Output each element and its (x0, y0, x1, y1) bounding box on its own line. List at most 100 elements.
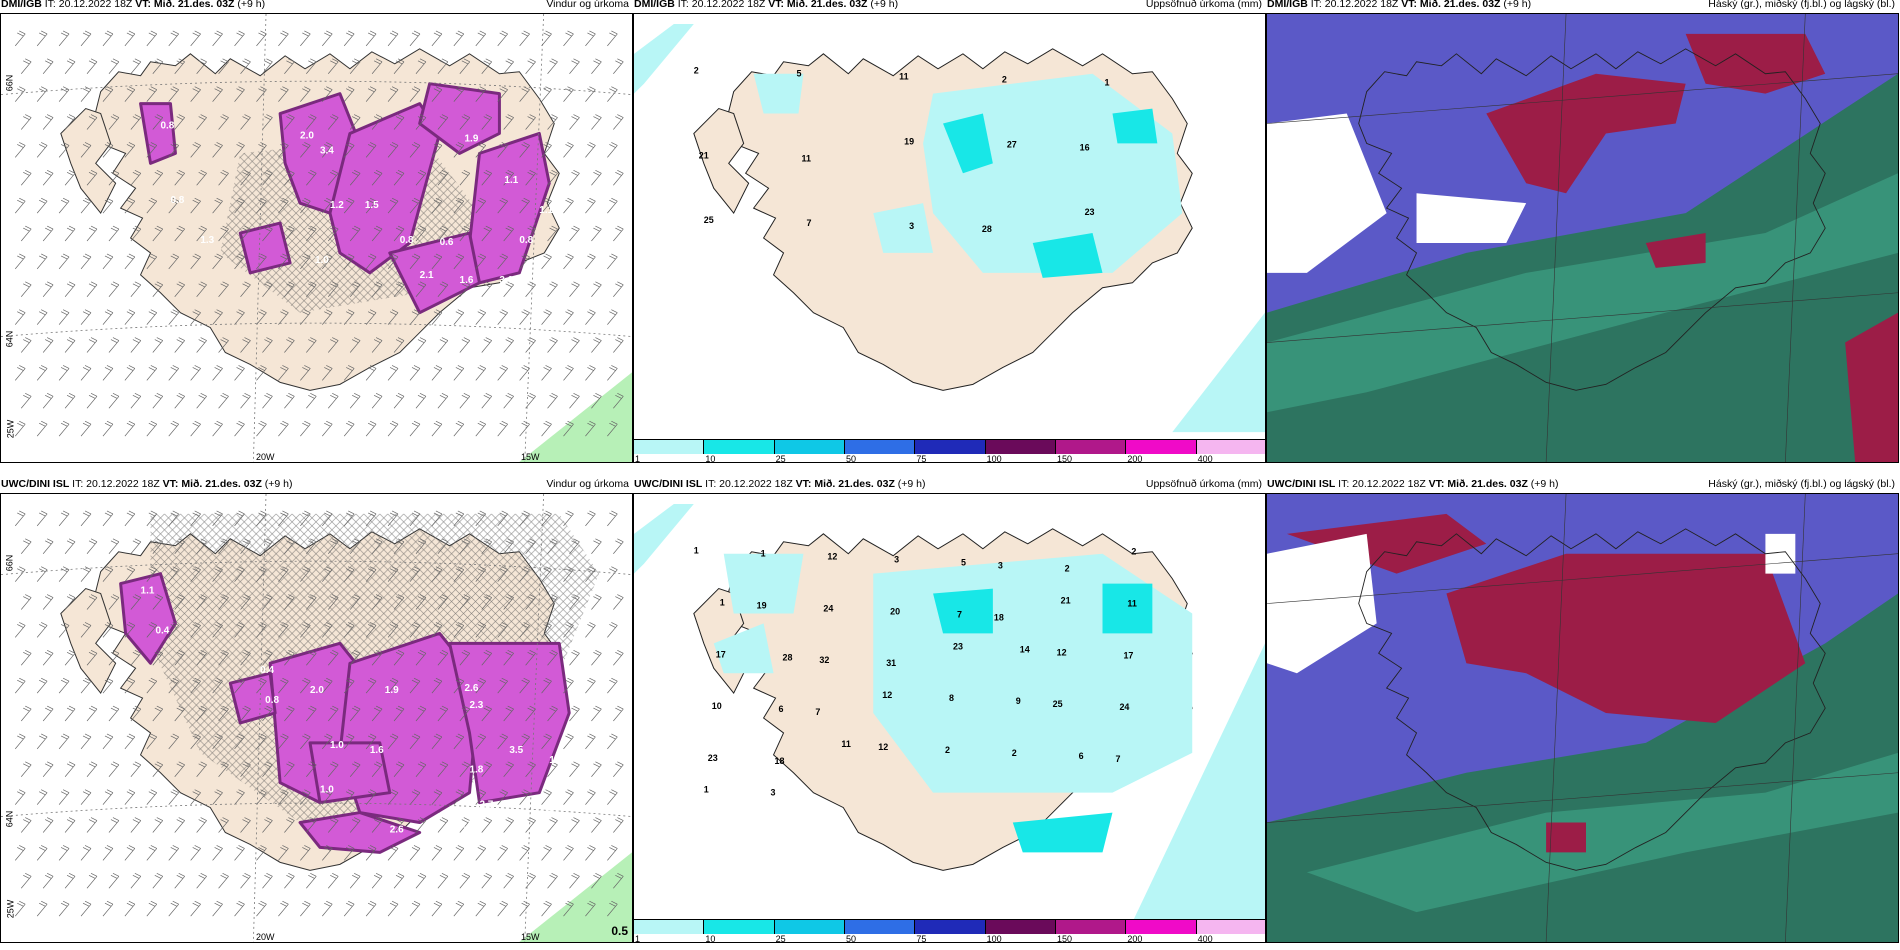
wind-barb (212, 566, 223, 582)
wind-barb (80, 845, 92, 861)
wind-barb (387, 789, 399, 805)
wind-barb (607, 142, 618, 158)
wind-barb (371, 281, 383, 297)
wind-barb (64, 392, 76, 409)
init-time: IT: 20.12.2022 18Z (702, 478, 796, 490)
wind-barb (547, 337, 558, 353)
wind-barb (58, 566, 70, 582)
wind-barb (240, 169, 251, 186)
precip-value-label: 3 (998, 561, 1003, 571)
wind-barb (20, 705, 32, 722)
precip-value-label: 19 (904, 136, 914, 146)
wind-barb (300, 420, 311, 437)
wind-barb (86, 817, 98, 833)
wind-barb (343, 789, 355, 805)
wind-barb (525, 392, 536, 409)
wind-barb (168, 197, 179, 214)
wind-barb (547, 538, 558, 554)
wind-barb (64, 872, 76, 889)
wind-barb (80, 900, 92, 917)
wind-barb (152, 649, 164, 666)
wind-barb (387, 142, 399, 158)
wind-barb (321, 845, 333, 861)
model-name: UWC/DINI ISL (634, 478, 703, 490)
wind-barb (86, 538, 98, 554)
scale-note: 0.5 (611, 924, 628, 938)
wind-barb (256, 622, 267, 638)
precip-value-label: 1.5 (460, 820, 474, 831)
axis-label: 20W (256, 932, 275, 942)
wind-barb (130, 58, 142, 74)
precip-value-label: 19 (757, 600, 767, 610)
wind-barb (327, 649, 339, 666)
graticule-line (1267, 73, 1898, 124)
wind-barb (212, 365, 223, 381)
precip-value-label: 11 (801, 153, 810, 163)
wind-barb (262, 705, 273, 722)
wind-barb (256, 566, 267, 582)
wind-barb (14, 309, 26, 325)
wind-barb (459, 649, 471, 666)
precip-value-label: 1.3 (200, 235, 214, 246)
precip-value-label: 11 (899, 72, 908, 82)
wind-barb (124, 789, 136, 805)
wind-barb (80, 733, 92, 750)
wind-barb (393, 392, 405, 409)
wind-barb (321, 733, 333, 750)
wind-barb (146, 677, 158, 694)
wind-barb (365, 253, 377, 270)
wind-barb (196, 281, 207, 297)
wind-barb (409, 900, 421, 917)
wind-barb (174, 392, 185, 409)
lead-time: (+9 h) (894, 478, 926, 490)
wind-barb (102, 677, 114, 694)
wind-barb (262, 225, 273, 242)
model-name: UWC/DINI ISL (1267, 478, 1336, 490)
wind-barb (409, 253, 421, 270)
wind-barb (349, 761, 361, 777)
precip-value-label: 1.9 (465, 133, 479, 144)
wind-barb (80, 510, 92, 527)
precip-area (308, 741, 392, 805)
colorbar-tick-label: 200 (1127, 934, 1143, 943)
wind-barb (371, 538, 383, 554)
wind-barb (393, 761, 405, 777)
wind-barb (124, 309, 136, 325)
model-name: DMI/IGB (634, 0, 675, 10)
wind-barb (284, 225, 295, 242)
wind-barb (321, 86, 333, 102)
wind-barb (168, 420, 179, 437)
axis-label: 15W (521, 452, 540, 462)
wind-barb (146, 309, 158, 325)
wind-barb (306, 817, 317, 833)
wind-barb (519, 789, 530, 805)
wind-barb (387, 677, 399, 694)
precip-value-label: 1.1 (504, 175, 518, 186)
colorbar-tick-label: 25 (775, 454, 786, 463)
wind-barb (547, 225, 558, 242)
wind-barb (563, 622, 574, 638)
wind-barb (284, 114, 295, 130)
precip-area-moderate (1112, 108, 1158, 144)
wind-barb (20, 872, 32, 889)
wind-barb (497, 789, 508, 805)
wind-barb (20, 225, 32, 242)
wind-barb (563, 253, 574, 270)
wind-barb (453, 733, 465, 750)
wind-barb (124, 733, 136, 750)
wind-barb (343, 197, 355, 214)
wind-barb (453, 420, 465, 437)
wind-barb (20, 538, 32, 554)
wind-barb (321, 420, 333, 437)
panel-header: UWC/DINI ISL IT: 20.12.2022 18Z VT: Mið.… (1267, 475, 1559, 493)
wind-barb (300, 900, 311, 917)
wind-barb (503, 649, 514, 666)
wind-barb (240, 538, 251, 554)
wind-barb (174, 281, 185, 297)
wind-barb (393, 594, 405, 610)
model-name: DMI/IGB (1267, 0, 1308, 10)
axis-label: 25W (5, 899, 16, 919)
wind-barb (387, 365, 399, 381)
wind-barb (459, 337, 471, 353)
wind-barb (503, 392, 514, 409)
